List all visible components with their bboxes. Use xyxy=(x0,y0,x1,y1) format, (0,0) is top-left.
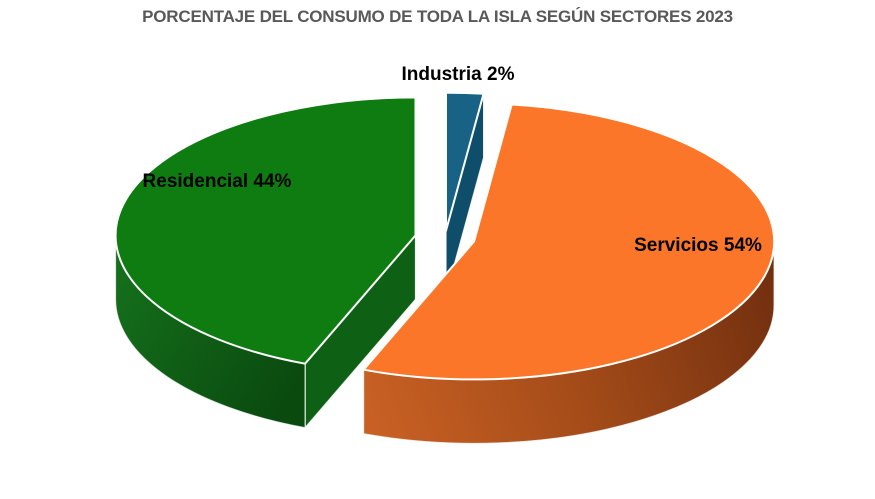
pie-slice-servicios xyxy=(362,103,776,445)
pie-slice-residencial xyxy=(114,96,417,429)
pie-slice-top xyxy=(445,91,485,232)
pie-slice-top xyxy=(114,96,417,365)
pie-slice-top xyxy=(362,103,776,381)
slice-label-servicios: Servicios 54% xyxy=(634,235,762,256)
slice-label-industria: Industria 2% xyxy=(401,64,515,85)
pie-slice-industria xyxy=(445,91,485,296)
chart-title: PORCENTAJE DEL CONSUMO DE TODA LA ISLA S… xyxy=(142,7,733,26)
slice-label-residencial: Residencial 44% xyxy=(142,171,292,192)
